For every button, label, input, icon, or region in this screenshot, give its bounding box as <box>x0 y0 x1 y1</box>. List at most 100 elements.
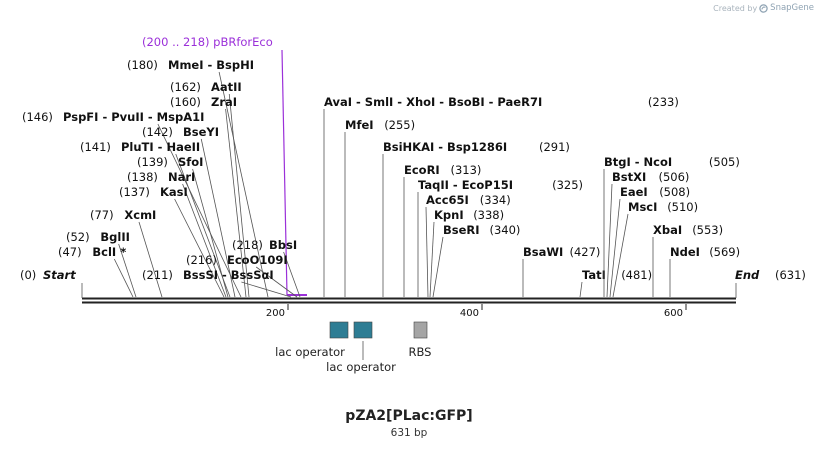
snapgene-logo-icon <box>759 3 768 13</box>
enzyme-label: MfeI <box>345 118 374 132</box>
cut-site-leader <box>157 123 242 298</box>
enzyme-label: BsiHKAI - Bsp1286I <box>383 140 507 154</box>
enzyme-label: XbaI <box>653 223 682 237</box>
enzyme-label: MmeI - BspHI <box>168 58 254 72</box>
cut-site-leader <box>228 93 250 298</box>
cut-site-leader <box>192 168 229 298</box>
enzyme-position: (233) <box>648 95 679 109</box>
primer-label: (200 .. 218) pBRforEco <box>142 35 273 49</box>
end-position: (631) <box>775 268 806 282</box>
enzyme-label: AatII <box>211 80 242 94</box>
enzyme-position: (340) <box>490 223 521 237</box>
cut-site-leader <box>118 243 137 298</box>
cut-site-leader <box>425 206 429 298</box>
enzyme-position: (334) <box>480 193 511 207</box>
feature-label: lac operator <box>275 345 345 359</box>
sequence-map[interactable]: 200 400 600 (200 .. 218) pBRforEco (180) MmeI… <box>0 0 818 400</box>
feature-label: RBS <box>409 345 432 359</box>
enzyme-label: BseRI <box>443 223 480 237</box>
enzyme-label: BclI * <box>92 245 126 259</box>
start-label: Start <box>43 268 76 282</box>
enzyme-label: BtgI - NcoI <box>604 155 672 169</box>
feature-label: lac operator <box>326 360 396 374</box>
plasmid-size: 631 bp <box>390 427 428 439</box>
cut-site-leader <box>579 281 583 298</box>
cut-site-leader <box>255 266 298 298</box>
enzyme-label: BsaWI <box>523 245 563 259</box>
enzyme-position: (508) <box>659 185 690 199</box>
enzyme-position: (141) <box>80 140 111 154</box>
enzyme-position: (553) <box>692 223 723 237</box>
enzyme-position: (481) <box>621 268 652 282</box>
enzyme-label: XcmI <box>124 208 156 222</box>
enzyme-position: (138) <box>127 170 158 184</box>
enzyme-label: KasI <box>160 185 188 199</box>
enzyme-label: PspFI - PvuII - MspA1I <box>63 110 204 124</box>
enzyme-position: (142) <box>142 125 173 139</box>
enzyme-label: BseYI <box>183 125 219 139</box>
enzyme-position: (77) <box>90 208 114 222</box>
enzyme-position: (338) <box>473 208 504 222</box>
cut-site-leader <box>138 221 163 298</box>
enzyme-label: BstXI <box>612 170 646 184</box>
enzyme-position: (52) <box>66 230 90 244</box>
cut-site-leader <box>200 138 236 298</box>
plasmid-name: pZA2[PLac:GFP] <box>345 408 473 424</box>
enzyme-position: (291) <box>539 140 570 154</box>
enzyme-label: BssSI - BssSαI <box>183 268 274 282</box>
enzyme-position: (162) <box>170 80 201 94</box>
enzyme-position: (506) <box>659 170 690 184</box>
enzyme-label: EcoRI <box>404 163 440 177</box>
enzyme-label: NarI <box>168 170 195 184</box>
enzyme-label: MscI <box>628 200 657 214</box>
cut-site-leader <box>175 153 231 298</box>
enzyme-label: EaeI <box>620 185 648 199</box>
scale-tick-label: 200 <box>266 308 285 319</box>
enzyme-label: SfoI <box>178 155 203 169</box>
enzyme-label: KpnI <box>434 208 464 222</box>
cut-site-leader <box>113 258 134 298</box>
enzyme-position: (218) <box>232 238 263 252</box>
primer-leader <box>281 49 288 296</box>
enzyme-label: NdeI <box>670 245 700 259</box>
enzyme-position: (137) <box>119 185 150 199</box>
enzyme-position: (146) <box>22 110 53 124</box>
cut-site-leader <box>283 251 301 298</box>
cut-site-leader <box>225 108 247 298</box>
enzyme-position: (211) <box>142 268 173 282</box>
enzyme-label: ZraI <box>211 95 237 109</box>
enzyme-position: (505) <box>709 155 740 169</box>
enzyme-position: (313) <box>451 163 482 177</box>
cut-site-leader <box>432 236 444 298</box>
rbs-feature[interactable] <box>413 321 428 339</box>
lac-operator-feature[interactable] <box>353 321 373 339</box>
enzyme-label: EcoO109I <box>227 253 288 267</box>
enzyme-label: TaqII - EcoP15I <box>418 178 513 192</box>
cut-site-leader <box>609 198 621 298</box>
snapgene-credit: Created by SnapGene <box>713 3 814 13</box>
enzyme-position: (139) <box>137 155 168 169</box>
scale-tick-label: 400 <box>460 308 479 319</box>
enzyme-position: (510) <box>667 200 698 214</box>
lac-operator-feature[interactable] <box>329 321 349 339</box>
enzyme-position: (180) <box>127 58 158 72</box>
start-position: (0) <box>20 268 36 282</box>
enzyme-position: (160) <box>170 95 201 109</box>
cut-site-leader <box>429 221 435 298</box>
cut-site-leader <box>241 281 292 298</box>
enzyme-label: Acc65I <box>426 193 469 207</box>
cut-site-leader <box>612 213 629 298</box>
cut-site-leader <box>174 198 225 298</box>
enzyme-position: (47) <box>58 245 82 259</box>
enzyme-label: BbsI <box>269 238 297 252</box>
enzyme-label: BglII <box>100 230 129 244</box>
enzyme-label: PluTI - HaeII <box>121 140 200 154</box>
enzyme-position: (325) <box>552 178 583 192</box>
credit-brand: SnapGene <box>770 3 814 13</box>
scale-tick-label: 600 <box>664 308 683 319</box>
cut-site-leader <box>218 71 269 298</box>
enzyme-position: (569) <box>709 245 740 259</box>
enzyme-label: TatI <box>582 268 606 282</box>
enzyme-position: (255) <box>384 118 415 132</box>
cut-site-leader <box>606 183 613 298</box>
